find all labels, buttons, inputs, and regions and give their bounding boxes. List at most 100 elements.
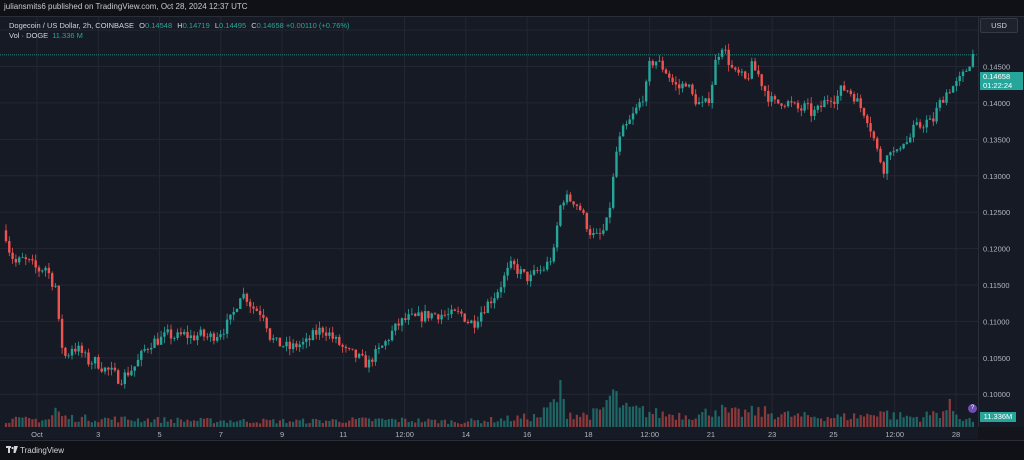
candle-body bbox=[879, 148, 882, 163]
candle-body bbox=[51, 273, 54, 287]
candle-body bbox=[410, 313, 414, 315]
volume-bar bbox=[443, 419, 446, 427]
volume-bar bbox=[74, 421, 77, 427]
candle-body bbox=[318, 327, 321, 335]
candle-body bbox=[866, 115, 869, 124]
time-axis[interactable]: Oct 3 5 7 9 11 12:00 14 16 18 12:00 21 23 25 12:00 28 bbox=[0, 427, 978, 439]
price-chart[interactable] bbox=[0, 17, 978, 427]
volume-bar bbox=[641, 405, 644, 427]
volume-bar bbox=[407, 422, 410, 427]
candle-body bbox=[744, 71, 747, 79]
volume-bar bbox=[249, 423, 252, 427]
candle-body bbox=[869, 123, 872, 132]
candle-body bbox=[704, 98, 707, 102]
volume-bar bbox=[414, 422, 417, 427]
candle-body bbox=[450, 309, 453, 315]
volume-bar bbox=[338, 421, 341, 427]
volume-legend[interactable]: Vol · DOGE 11.336 M bbox=[9, 31, 83, 40]
candle-body bbox=[588, 229, 592, 236]
volume-bar bbox=[598, 409, 602, 427]
time-tick-label: 9 bbox=[280, 430, 284, 439]
volume-bar bbox=[31, 419, 34, 427]
candle-body bbox=[730, 64, 734, 68]
volume-bar bbox=[265, 419, 268, 427]
volume-bar bbox=[216, 422, 219, 427]
volume-bar bbox=[928, 415, 932, 427]
candle-body bbox=[595, 232, 598, 234]
candle-body bbox=[790, 101, 793, 103]
price-tick-label: 0.12000 bbox=[983, 245, 1010, 254]
volume-bar bbox=[202, 418, 206, 427]
candle-body bbox=[93, 357, 97, 364]
volume-bar bbox=[961, 420, 965, 427]
candle-body bbox=[232, 311, 235, 315]
volume-bar bbox=[374, 418, 377, 427]
candle-body bbox=[258, 310, 262, 315]
volume-bar bbox=[866, 413, 869, 427]
volume-bar bbox=[876, 416, 879, 427]
candle-body bbox=[823, 100, 826, 108]
candle-body bbox=[447, 314, 450, 316]
candle-body bbox=[407, 314, 410, 320]
candle-body bbox=[196, 335, 199, 341]
candle-body bbox=[305, 338, 308, 342]
candle-body bbox=[493, 298, 496, 304]
candle-body bbox=[453, 309, 456, 311]
candle-body bbox=[747, 78, 750, 80]
volume-bar bbox=[707, 415, 710, 427]
candle-body bbox=[212, 333, 216, 341]
candle-body bbox=[34, 260, 37, 268]
volume-bar bbox=[166, 421, 169, 427]
candle-body bbox=[90, 363, 93, 365]
candle-body bbox=[321, 327, 324, 333]
volume-bar bbox=[813, 416, 816, 427]
volume-bar bbox=[278, 420, 281, 427]
volume-bar bbox=[77, 421, 80, 427]
volume-bar bbox=[427, 418, 430, 427]
candle-body bbox=[925, 119, 928, 128]
candle-body bbox=[117, 370, 120, 384]
candle-body bbox=[74, 348, 77, 352]
candle-body bbox=[585, 213, 588, 230]
volume-bar bbox=[28, 418, 31, 427]
volume-bar bbox=[526, 419, 529, 427]
volume-bar bbox=[968, 418, 971, 427]
candle-body bbox=[41, 270, 44, 272]
volume-bar bbox=[833, 418, 836, 427]
candle-body bbox=[466, 321, 470, 324]
candle-body bbox=[876, 138, 879, 149]
candle-body bbox=[150, 347, 153, 350]
volume-bar bbox=[140, 422, 143, 427]
volume-bar bbox=[288, 421, 291, 427]
candle-body bbox=[87, 352, 90, 365]
candle-body bbox=[489, 301, 493, 304]
candle-body bbox=[671, 77, 674, 83]
volume-marker-icon[interactable]: ? bbox=[968, 404, 977, 413]
candle-body bbox=[199, 329, 202, 336]
close-value: 0.14658 bbox=[256, 21, 284, 30]
candle-body bbox=[308, 338, 311, 341]
symbol-title[interactable]: Dogecoin / US Dollar, 2h, COINBASE bbox=[9, 21, 135, 30]
symbol-legend[interactable]: Dogecoin / US Dollar, 2h, COINBASE O0.14… bbox=[9, 21, 350, 30]
candle-body bbox=[285, 341, 288, 347]
currency-button[interactable]: USD bbox=[980, 18, 1018, 33]
volume-bar bbox=[11, 418, 14, 427]
volume-bar bbox=[348, 420, 351, 427]
volume-bar bbox=[186, 419, 189, 427]
volume-bar bbox=[717, 416, 720, 427]
candle-body bbox=[641, 101, 645, 103]
candle-body bbox=[123, 372, 126, 385]
candle-body bbox=[265, 317, 268, 329]
candle-body bbox=[252, 306, 255, 309]
volume-bar bbox=[546, 407, 549, 427]
candle-body bbox=[575, 204, 579, 206]
volume-bar bbox=[4, 423, 8, 427]
candle-body bbox=[374, 349, 377, 362]
candle-body bbox=[856, 98, 859, 102]
volume-bar bbox=[325, 420, 328, 427]
candle-body bbox=[938, 99, 942, 108]
price-tick-label: 0.13500 bbox=[983, 135, 1010, 144]
volume-bar bbox=[638, 407, 641, 427]
volume-bar bbox=[952, 411, 955, 427]
chart-plot-area[interactable] bbox=[0, 17, 979, 427]
